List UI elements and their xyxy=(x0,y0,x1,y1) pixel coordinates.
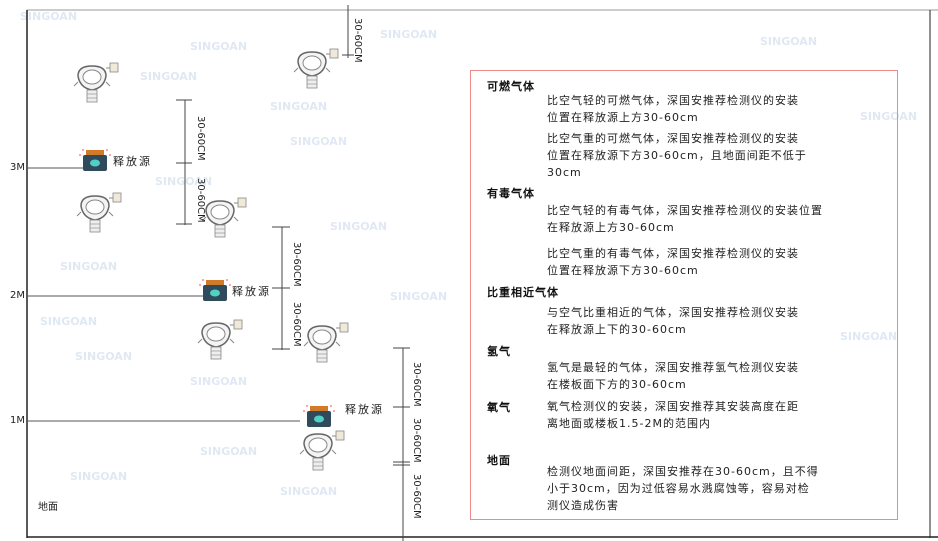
level-1m-label: 1M xyxy=(10,415,25,426)
release-source-label: 释放源 xyxy=(232,285,271,298)
dimension-label: 30-60CM xyxy=(411,418,422,463)
svg-text:SINGOAN: SINGOAN xyxy=(70,470,127,483)
paragraph: 比空气轻的可燃气体，深国安推荐检测仪的安装 位置在释放源上方30-60cm xyxy=(547,94,799,124)
section-title: 地面 xyxy=(487,454,511,467)
section-title: 可燃气体 xyxy=(487,80,535,93)
svg-text:SINGOAN: SINGOAN xyxy=(60,260,117,273)
detector-icon xyxy=(73,62,119,103)
section-title: 比重相近气体 xyxy=(487,286,559,299)
svg-text:SINGOAN: SINGOAN xyxy=(380,28,437,41)
detector-icon xyxy=(303,322,349,363)
dimension-label: 30-60CM xyxy=(291,242,302,287)
installation-guidelines-box: 可燃气体 比空气轻的可燃气体，深国安推荐检测仪的安装 位置在释放源上方30-60c… xyxy=(470,70,898,520)
svg-text:SINGOAN: SINGOAN xyxy=(20,10,77,23)
detector-icon xyxy=(299,430,345,471)
paragraph: 比空气重的可燃气体，深国安推荐检测仪的安装 位置在释放源下方30-60cm，且地面… xyxy=(547,132,807,179)
svg-text:SINGOAN: SINGOAN xyxy=(190,375,247,388)
section-title: 氧气 xyxy=(487,401,511,414)
paragraph: 比空气重的有毒气体，深国安推荐检测仪的安装 位置在释放源下方30-60cm xyxy=(547,247,799,277)
detector-icon xyxy=(76,192,122,233)
svg-text:SINGOAN: SINGOAN xyxy=(280,485,337,498)
release-source-icon xyxy=(303,405,335,427)
level-3m-label: 3M xyxy=(10,162,25,173)
svg-text:SINGOAN: SINGOAN xyxy=(330,220,387,233)
svg-text:SINGOAN: SINGOAN xyxy=(760,35,817,48)
dimension-label: 30-60CM xyxy=(195,116,206,161)
svg-text:SINGOAN: SINGOAN xyxy=(390,290,447,303)
svg-text:SINGOAN: SINGOAN xyxy=(290,135,347,148)
detector-icon xyxy=(197,319,243,360)
svg-text:SINGOAN: SINGOAN xyxy=(155,175,212,188)
svg-text:SINGOAN: SINGOAN xyxy=(200,445,257,458)
svg-text:SINGOAN: SINGOAN xyxy=(270,100,327,113)
release-source-label: 释放源 xyxy=(113,155,152,168)
paragraph: 比空气轻的有毒气体，深国安推荐检测仪的安装位置 在释放源上方30-60cm xyxy=(547,204,823,234)
dimension-label: 30-60CM xyxy=(411,474,422,519)
section-title: 氢气 xyxy=(487,345,511,358)
release-source-icon xyxy=(199,279,231,301)
paragraph: 与空气比重相近的气体，深国安推荐检测仪安装 在释放源上下的30-60cm xyxy=(547,306,799,336)
svg-text:SINGOAN: SINGOAN xyxy=(75,350,132,363)
detector-icon xyxy=(201,197,247,238)
release-source-icon xyxy=(79,149,111,171)
detector-icon xyxy=(293,48,339,89)
watermarks: SINGOAN SINGOAN SINGOAN SINGOAN SINGOAN SINGO… xyxy=(20,10,917,498)
svg-text:SINGOAN: SINGOAN xyxy=(840,330,897,343)
dimension-label: 30-60CM xyxy=(352,18,363,63)
svg-text:SINGOAN: SINGOAN xyxy=(190,40,247,53)
paragraph: 氢气是最轻的气体，深国安推荐氢气检测仪安装 在楼板面下方的30-60cm xyxy=(547,361,799,391)
svg-text:SINGOAN: SINGOAN xyxy=(40,315,97,328)
ground-label: 地面 xyxy=(38,502,58,513)
paragraph: 氧气检测仪的安装，深国安推荐其安装高度在距 离地面或楼板1.5-2M的范围内 xyxy=(547,400,799,430)
paragraph: 检测仪地面间距，深国安推荐在30-60cm，且不得 小于30cm，因为过低容易水溅… xyxy=(547,465,819,512)
level-2m-label: 2M xyxy=(10,290,25,301)
svg-text:SINGOAN: SINGOAN xyxy=(860,110,917,123)
dimension-label: 30-60CM xyxy=(195,178,206,223)
dimension-label: 30-60CM xyxy=(291,302,302,347)
release-source-label: 释放源 xyxy=(345,403,384,416)
dimension-label: 30-60CM xyxy=(411,362,422,407)
svg-text:SINGOAN: SINGOAN xyxy=(140,70,197,83)
section-title: 有毒气体 xyxy=(487,187,535,200)
